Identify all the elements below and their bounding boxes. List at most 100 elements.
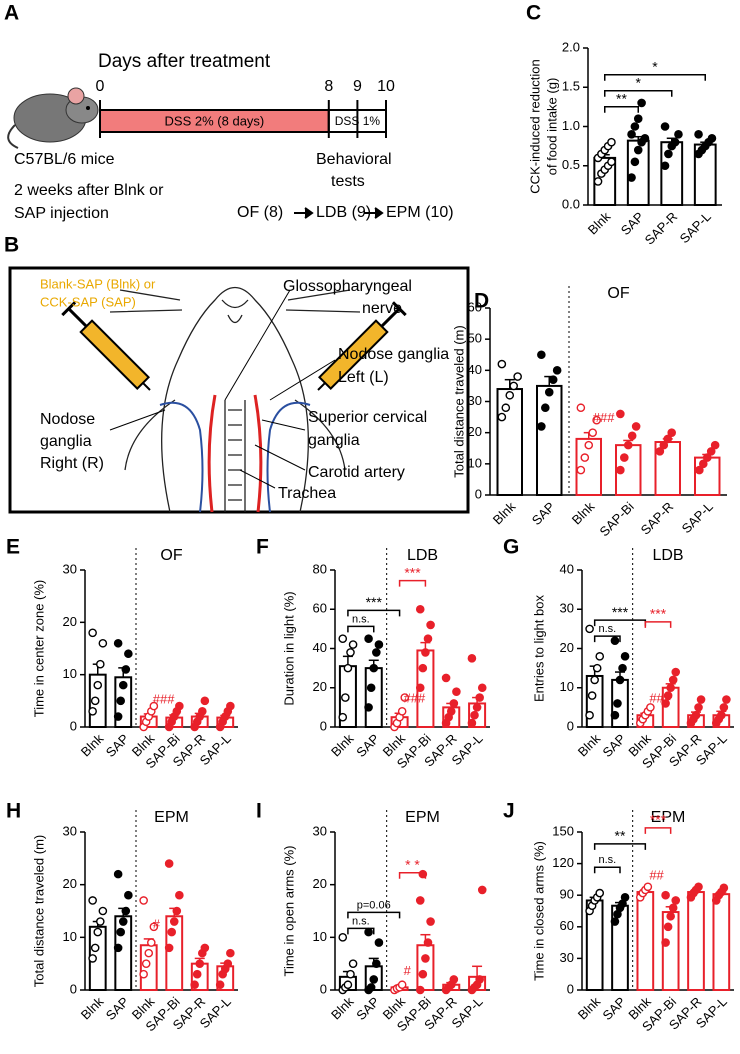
data-point [226, 701, 235, 711]
y-tick-label: 20 [63, 876, 77, 891]
comparison-label: *** [612, 604, 629, 620]
carotid-drawing [207, 394, 263, 513]
data-point [661, 938, 670, 947]
data-point [671, 896, 681, 905]
note: 2 weeks after Blnk or [14, 182, 164, 199]
data-point [96, 659, 105, 669]
y-tick-label: 0 [320, 981, 327, 996]
data-point [116, 927, 125, 937]
panel-letter: D [474, 290, 489, 313]
data-point [667, 428, 677, 437]
y-axis-label: of food intake (g) [544, 78, 559, 176]
sequence: LDB (9) [316, 204, 371, 221]
data-point [472, 703, 482, 712]
data-point [149, 922, 159, 932]
data-point [664, 149, 673, 159]
data-point [509, 381, 519, 391]
comparison-bracket [398, 871, 427, 879]
data-point [192, 969, 202, 979]
comparison-label: *** [650, 812, 667, 828]
y-tick-label: 120 [552, 855, 574, 870]
data-point [124, 649, 133, 659]
data-point [616, 465, 625, 475]
data-point [585, 710, 594, 720]
x-tick-label: SAP [529, 499, 558, 528]
comparison-label: * [636, 74, 642, 90]
data-point [580, 453, 590, 462]
data-point [633, 145, 643, 155]
data-point [661, 699, 670, 708]
comparison-bracket [644, 827, 672, 834]
data-point [172, 906, 182, 916]
y-tick-label: 30 [313, 823, 327, 838]
panel-b: B Blank-SAP (Blnk) or [4, 234, 470, 514]
data-point [93, 680, 103, 690]
data-point [446, 707, 456, 716]
frame [8, 266, 470, 514]
data-point [660, 161, 670, 171]
tests-label: Behavioral [316, 151, 392, 168]
comparison-bracket [347, 927, 375, 935]
data-point [364, 927, 373, 937]
comparison-label: n.s. [598, 623, 616, 635]
data-point [637, 98, 646, 108]
data-point [541, 403, 550, 413]
data-point [338, 933, 348, 942]
data-point [475, 975, 484, 984]
panel-letter: E [6, 536, 20, 559]
y-axis-label: Total distance traveled (m) [31, 835, 46, 987]
data-point [175, 701, 184, 711]
data-point [674, 130, 683, 139]
data-point [200, 943, 210, 953]
data-point [694, 703, 703, 712]
comparison-label: n.s. [598, 854, 616, 866]
data-point [415, 604, 425, 614]
data-point [694, 130, 703, 139]
data-point [593, 177, 603, 186]
comparison-label: ** [616, 90, 627, 106]
y-tick-label: 10 [468, 455, 482, 470]
significance-marker: # [404, 963, 412, 978]
data-point [477, 683, 487, 693]
y-tick-label: 1.0 [562, 118, 580, 133]
data-point [584, 440, 594, 450]
data-point [640, 133, 650, 143]
data-point [666, 911, 675, 921]
comparison-bracket [593, 866, 621, 874]
sequence: OF (8) [237, 204, 283, 221]
y-tick-label: 30 [468, 393, 482, 408]
bar [536, 384, 563, 496]
y-axis-label: CCK-induced reduction [527, 59, 542, 193]
y-tick-label: 60 [560, 918, 574, 933]
x-tick-label: Blnk [575, 994, 604, 1023]
data-point [88, 628, 97, 638]
y-tick-label: 0.5 [562, 157, 580, 172]
injection-label: CCK-SAP (SAP) [40, 294, 136, 309]
data-point [695, 465, 704, 475]
panel-a: A Days after treatment C57BL/6 mice 2 we… [4, 2, 454, 223]
data-point [616, 409, 625, 419]
data-point [364, 703, 373, 712]
data-point [190, 980, 199, 990]
data-point [449, 699, 459, 708]
label: Trachea [278, 485, 336, 502]
data-point [121, 906, 131, 916]
comparison-bracket [347, 911, 401, 919]
arrow [364, 207, 384, 219]
data-point [717, 710, 726, 720]
data-point [627, 431, 637, 441]
comparison-label: *** [404, 564, 421, 580]
comparison-label: *** [650, 606, 667, 622]
data-point [418, 969, 428, 979]
panel-letter: A [4, 2, 19, 25]
data-point [470, 710, 479, 720]
significance-marker: ## [649, 867, 664, 882]
data-point [699, 459, 708, 469]
data-point [477, 885, 487, 895]
data-point [595, 888, 605, 898]
y-tick-label: 10 [63, 929, 77, 944]
data-point [618, 663, 627, 673]
y-tick-label: 60 [468, 299, 482, 314]
x-tick-label: SAP-L [679, 499, 716, 536]
data-point [722, 695, 731, 704]
